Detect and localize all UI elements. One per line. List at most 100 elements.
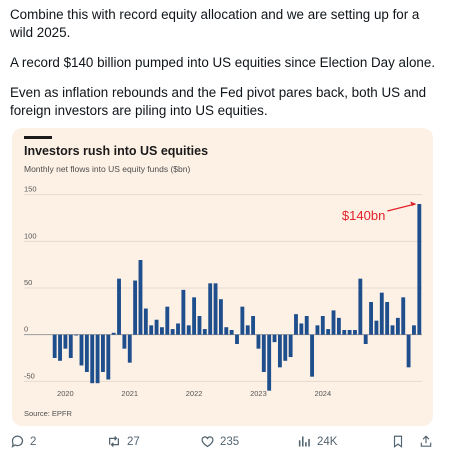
reply-icon: [10, 434, 25, 449]
bar: [336, 317, 341, 335]
post-paragraph: A record $140 billion pumped into US equ…: [10, 55, 436, 70]
bar: [218, 299, 223, 335]
bar: [390, 325, 395, 335]
bar: [267, 334, 272, 391]
title-accent-bar: [24, 136, 52, 139]
bar-chart: 150 100 50 0 -50 2020 2021 2022 2023 2024 $140bn: [24, 185, 422, 398]
bar: [320, 316, 325, 335]
x-tick-label: 2023: [250, 389, 267, 398]
x-tick-label: 2021: [121, 389, 138, 398]
post-text: Combine this with record equity allocati…: [10, 6, 442, 132]
bar: [106, 334, 111, 380]
x-tick-label: 2022: [186, 389, 203, 398]
bar: [406, 334, 411, 368]
bar: [299, 323, 304, 335]
bar: [417, 204, 422, 335]
bar: [117, 278, 121, 335]
heart-icon: [200, 434, 215, 449]
bar: [369, 302, 373, 335]
bar: [176, 323, 180, 335]
x-tick-label: 2024: [314, 389, 331, 398]
bar: [304, 316, 309, 335]
bar: [154, 319, 159, 335]
bar: [310, 334, 315, 377]
bar: [58, 334, 62, 361]
bar: [192, 297, 197, 335]
chart-title: Investors rush into US equities: [24, 144, 209, 158]
y-tick-label: 100: [24, 231, 37, 240]
bar: [229, 330, 234, 335]
bar: [90, 334, 95, 384]
bar: [197, 316, 202, 335]
bar: [170, 329, 175, 335]
bar: [79, 334, 84, 366]
analytics-icon: [297, 434, 312, 449]
bar: [186, 325, 191, 335]
bar: [288, 334, 293, 358]
repost-button[interactable]: 27: [106, 434, 140, 449]
share-button[interactable]: [419, 434, 433, 449]
bar: [224, 327, 229, 335]
y-tick-label: 150: [24, 185, 37, 194]
bar: [353, 330, 357, 335]
bar: [412, 325, 416, 335]
bar: [127, 334, 132, 363]
post-paragraph: Even as inflation rebounds and the Fed p…: [10, 85, 427, 118]
reply-button[interactable]: 2: [10, 434, 36, 449]
bar: [159, 327, 164, 335]
bar: [165, 306, 170, 335]
bar: [272, 334, 277, 343]
y-tick-label: 0: [24, 325, 28, 334]
chart-card[interactable]: Investors rush into US equities Monthly …: [12, 128, 433, 426]
post-paragraph: Combine this with record equity allocati…: [10, 7, 420, 40]
share-icon: [419, 434, 433, 449]
bar: [283, 334, 288, 361]
bar: [143, 308, 148, 335]
annotation-arrowhead: [410, 201, 417, 206]
bar: [213, 283, 218, 335]
bar: [149, 325, 154, 335]
like-count: 235: [220, 435, 240, 448]
bar: [208, 283, 213, 335]
bar: [74, 334, 79, 336]
repost-count: 27: [127, 435, 140, 448]
bar: [401, 297, 406, 335]
bar: [385, 302, 390, 335]
bar: [122, 334, 127, 349]
bar: [342, 330, 347, 335]
bar: [326, 329, 331, 335]
x-tick-label: 2020: [57, 389, 74, 398]
bar: [395, 317, 400, 335]
bar: [256, 334, 261, 349]
bookmark-icon: [391, 434, 405, 449]
chart-source: Source: EPFR: [24, 409, 72, 418]
like-button[interactable]: 235: [200, 434, 239, 449]
bar: [358, 278, 363, 335]
chart-subtitle: Monthly net flows into US equity funds (…: [24, 164, 191, 174]
bar: [68, 334, 73, 358]
reply-count: 2: [30, 435, 37, 448]
bar: [331, 310, 336, 335]
bar: [63, 334, 68, 349]
bar: [347, 330, 352, 335]
bar: [181, 289, 186, 335]
bar: [374, 320, 379, 335]
bar: [52, 334, 57, 358]
annotation-label: $140bn: [342, 208, 385, 223]
bar: [84, 334, 89, 372]
bar: [379, 292, 384, 335]
bar: [111, 332, 116, 335]
view-count: 24K: [317, 435, 338, 448]
bar: [277, 334, 282, 368]
bar: [133, 280, 138, 335]
annotation-arrow: [387, 203, 416, 212]
y-tick-label: 50: [24, 278, 32, 287]
bar: [101, 334, 105, 372]
bar: [235, 334, 239, 344]
bar: [202, 329, 207, 335]
bar: [245, 325, 250, 335]
views-button[interactable]: 24K: [297, 434, 337, 449]
bar: [315, 325, 320, 335]
bar: [240, 306, 245, 335]
bookmark-button[interactable]: [391, 434, 405, 449]
